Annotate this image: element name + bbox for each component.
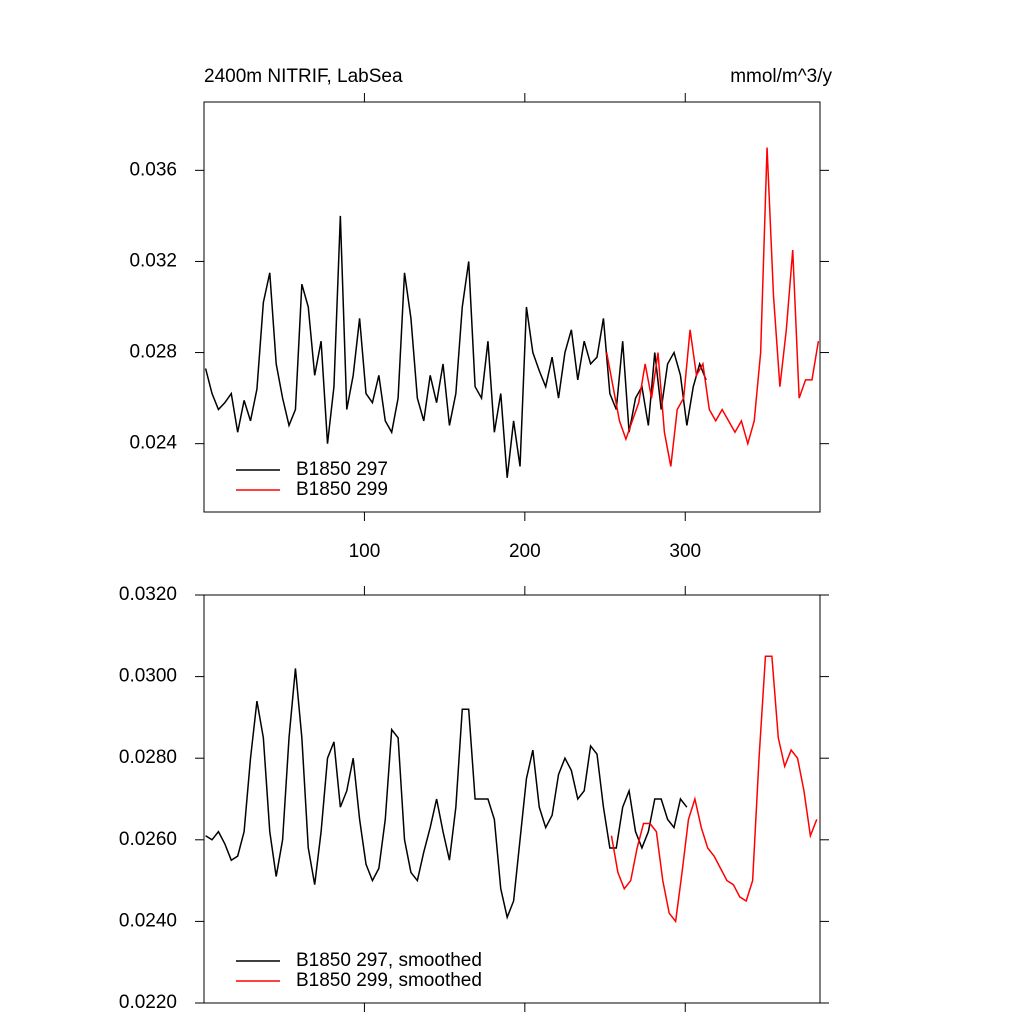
x-tick-label: 300 — [669, 541, 701, 562]
legend-label: B1850 299 — [296, 479, 388, 500]
chart-title: 2400m NITRIF, LabSea — [204, 66, 403, 87]
y-tick-label: 0.032 — [129, 250, 177, 271]
y-tick-label: 0.036 — [129, 159, 177, 180]
legend-label: B1850 297 — [296, 459, 388, 480]
x-tick-label: 100 — [349, 541, 381, 562]
legend-label: B1850 297, smoothed — [296, 950, 482, 971]
data-line — [605, 147, 820, 467]
data-line — [205, 668, 688, 920]
units-label: mmol/m^3/y — [730, 66, 832, 87]
y-tick-label: 0.0220 — [119, 992, 177, 1013]
plot-frame — [203, 594, 821, 1004]
y-tick-label: 0.024 — [129, 433, 177, 454]
plot-frame — [203, 101, 821, 513]
y-tick-label: 0.0260 — [119, 829, 177, 850]
y-tick-label: 0.0240 — [119, 910, 177, 931]
y-tick-label: 0.0300 — [119, 666, 177, 687]
data-line — [610, 655, 818, 924]
legend-label: B1850 299, smoothed — [296, 970, 482, 991]
y-tick-label: 0.0320 — [119, 584, 177, 605]
y-tick-label: 0.0280 — [119, 747, 177, 768]
data-line — [204, 215, 707, 478]
y-tick-label: 0.028 — [129, 342, 177, 363]
x-tick-label: 200 — [509, 541, 541, 562]
